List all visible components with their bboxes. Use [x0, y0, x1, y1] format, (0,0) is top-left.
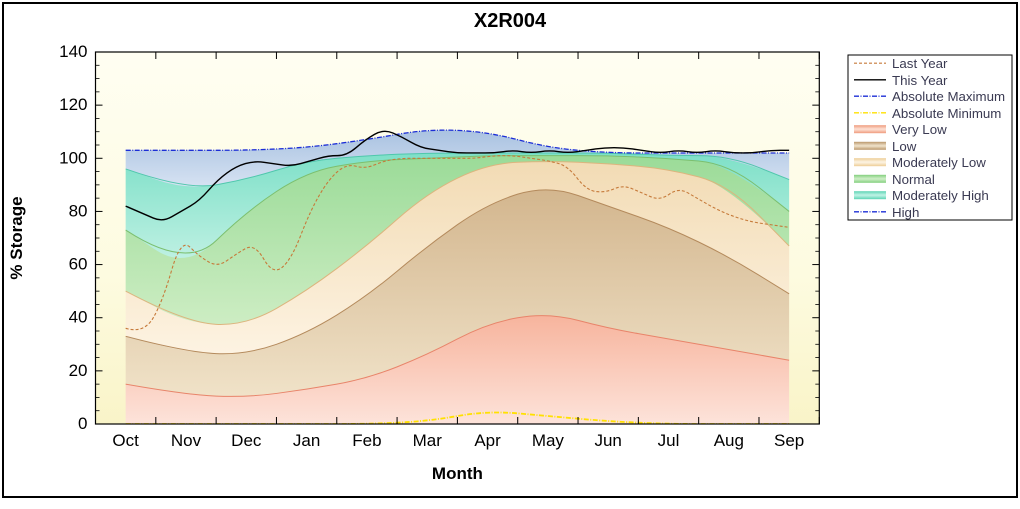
svg-text:Very Low: Very Low — [892, 122, 947, 137]
svg-text:Absolute Maximum: Absolute Maximum — [892, 89, 1005, 104]
svg-text:Moderately Low: Moderately Low — [892, 155, 986, 170]
svg-text:May: May — [532, 431, 565, 450]
svg-text:Feb: Feb — [352, 431, 381, 450]
svg-text:Nov: Nov — [171, 431, 202, 450]
svg-text:High: High — [892, 205, 919, 220]
svg-text:40: 40 — [69, 308, 88, 327]
svg-text:Absolute Minimum: Absolute Minimum — [892, 106, 1001, 121]
svg-text:Dec: Dec — [231, 431, 262, 450]
svg-text:Moderately High: Moderately High — [892, 188, 989, 203]
svg-text:20: 20 — [69, 361, 88, 380]
svg-text:This Year: This Year — [892, 73, 948, 88]
svg-text:120: 120 — [59, 95, 87, 114]
svg-text:Jun: Jun — [594, 431, 621, 450]
svg-text:Jul: Jul — [658, 431, 680, 450]
svg-text:Mar: Mar — [413, 431, 443, 450]
svg-text:140: 140 — [59, 42, 87, 61]
svg-text:80: 80 — [69, 201, 88, 220]
svg-text:Aug: Aug — [714, 431, 744, 450]
svg-text:Normal: Normal — [892, 172, 935, 187]
svg-text:Low: Low — [892, 139, 917, 154]
svg-text:Apr: Apr — [474, 431, 501, 450]
svg-text:% Storage: % Storage — [7, 196, 26, 279]
svg-text:0: 0 — [78, 414, 87, 433]
svg-text:Last Year: Last Year — [892, 56, 948, 71]
svg-text:100: 100 — [59, 148, 87, 167]
svg-text:Jan: Jan — [293, 431, 320, 450]
svg-text:60: 60 — [69, 255, 88, 274]
svg-text:Month: Month — [432, 464, 483, 483]
svg-text:Oct: Oct — [112, 431, 139, 450]
svg-text:Sep: Sep — [774, 431, 804, 450]
